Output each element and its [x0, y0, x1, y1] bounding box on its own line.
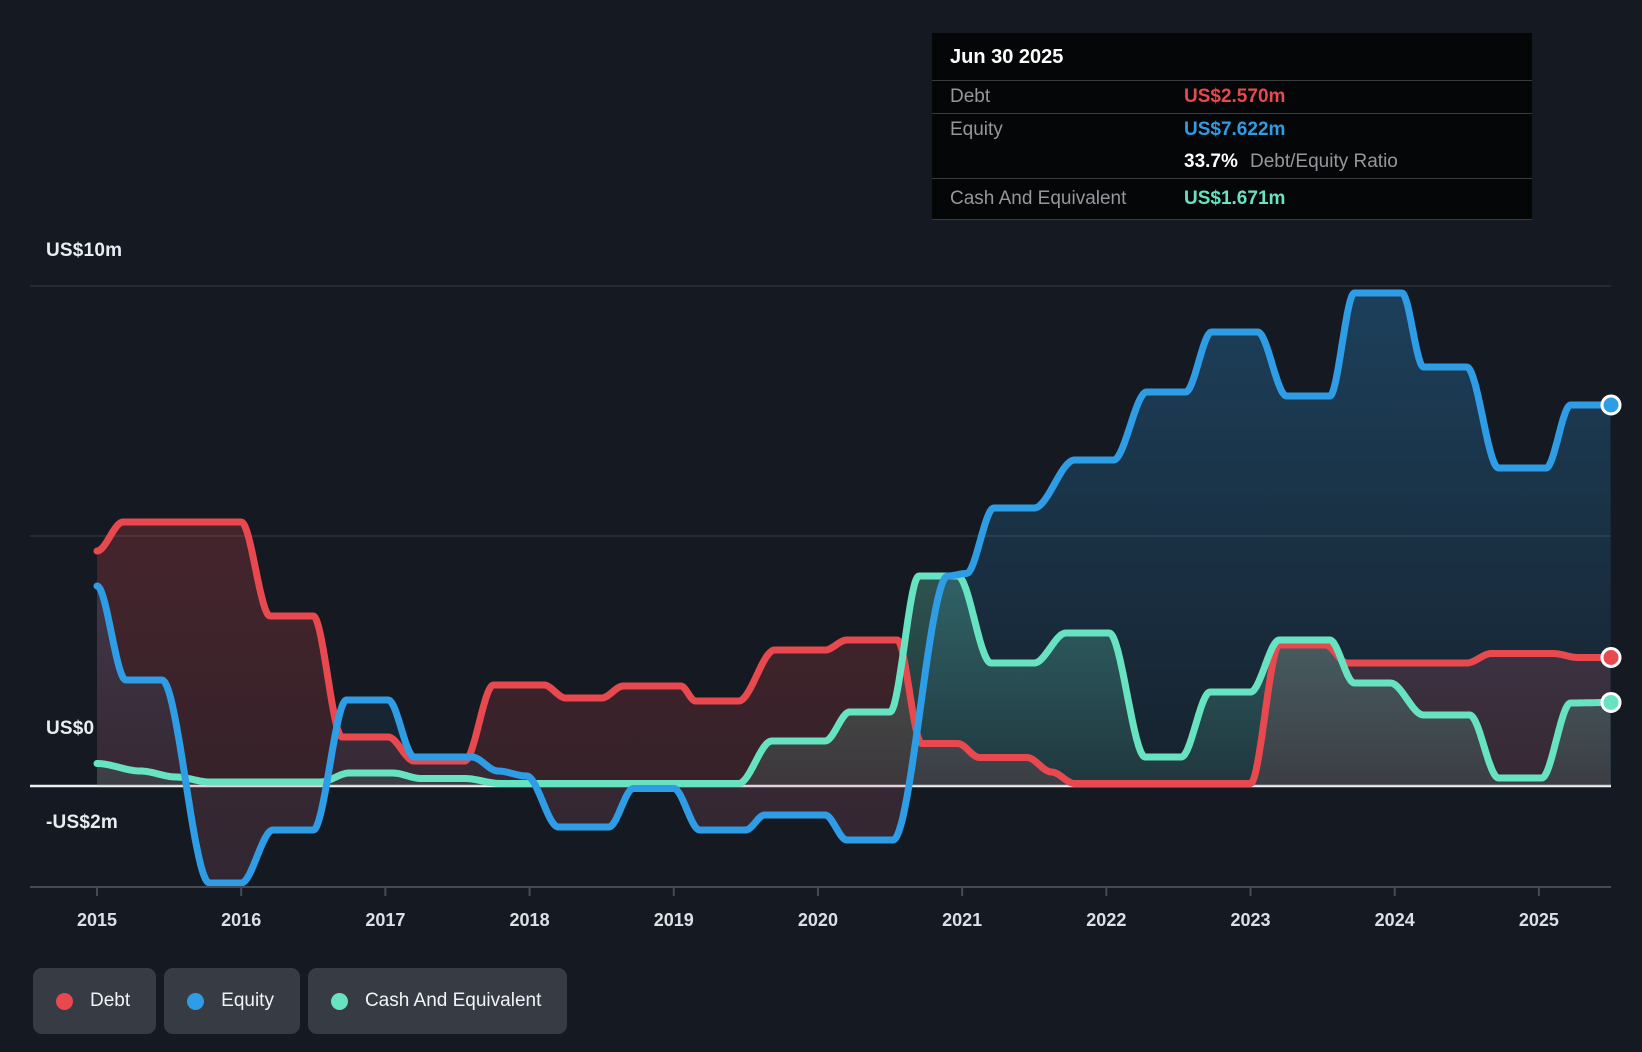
tooltip-ratio-label: Debt/Equity Ratio [1250, 151, 1398, 172]
tooltip-debt-label: Debt [950, 86, 991, 107]
x-axis-label-2017: 2017 [365, 910, 406, 930]
legend-label: Equity [221, 990, 274, 1011]
tooltip-cash-label: Cash And Equivalent [950, 188, 1127, 209]
tooltip-row-ratio: 33.7% Debt/Equity Ratio [932, 146, 1532, 179]
tooltip-equity-value: US$7.622m [1184, 119, 1286, 140]
tooltip-row-cash: Cash And Equivalent US$1.671m [932, 179, 1532, 220]
y-axis-label-0: US$0 [46, 718, 95, 739]
x-axis-label-2018: 2018 [509, 910, 550, 930]
cash-line [93, 572, 1614, 787]
legend-label: Cash And Equivalent [364, 990, 542, 1011]
tooltip-panel: Jun 30 2025 Debt US$2.570m Equity US$7.6… [932, 33, 1532, 220]
y-axis-label-neg2m: -US$2m [46, 812, 118, 833]
x-axis-label-2016: 2016 [221, 910, 262, 930]
tooltip-cash-value: US$1.671m [1184, 188, 1286, 209]
tooltip-date: Jun 30 2025 [932, 33, 1532, 81]
x-axis-label-2015: 2015 [76, 910, 118, 930]
equity-end-marker [1600, 394, 1622, 416]
cash-end-marker [1600, 691, 1622, 713]
tooltip-debt-value: US$2.570m [1184, 86, 1286, 107]
x-axis-label-2025: 2025 [1518, 910, 1559, 930]
debt-area [97, 522, 1611, 883]
legend-item-debt[interactable]: Debt [33, 968, 157, 1034]
legend: Debt Equity Cash And Equivalent [33, 968, 568, 1034]
x-axis-label-2022: 2022 [1086, 910, 1127, 930]
legend-item-equity[interactable]: Equity [164, 968, 300, 1034]
legend-label: Debt [90, 990, 131, 1011]
cash-area [97, 576, 1611, 786]
legend-dot-icon [330, 992, 348, 1010]
x-axis-label-2021: 2021 [942, 910, 983, 930]
equity-line [93, 289, 1614, 887]
debt-end-marker [1600, 647, 1622, 668]
x-axis-label-2020: 2020 [797, 910, 838, 930]
legend-item-cash-and-equivalent[interactable]: Cash And Equivalent [307, 968, 568, 1034]
legend-dot-icon [187, 992, 205, 1010]
x-axis-label-2024: 2024 [1374, 910, 1415, 930]
x-axis-label-2023: 2023 [1230, 910, 1271, 930]
tooltip-equity-label: Equity [950, 119, 1003, 140]
x-axis-label-2019: 2019 [653, 910, 694, 930]
tooltip-ratio-value: 33.7% [1184, 151, 1238, 172]
tooltip-row-debt: Debt US$2.570m [932, 81, 1532, 114]
debt-line [93, 518, 1614, 787]
legend-dot-icon [56, 992, 73, 1010]
y-axis-label-10m: US$10m [46, 240, 123, 261]
tooltip-row-equity: Equity US$7.622m [932, 114, 1532, 146]
